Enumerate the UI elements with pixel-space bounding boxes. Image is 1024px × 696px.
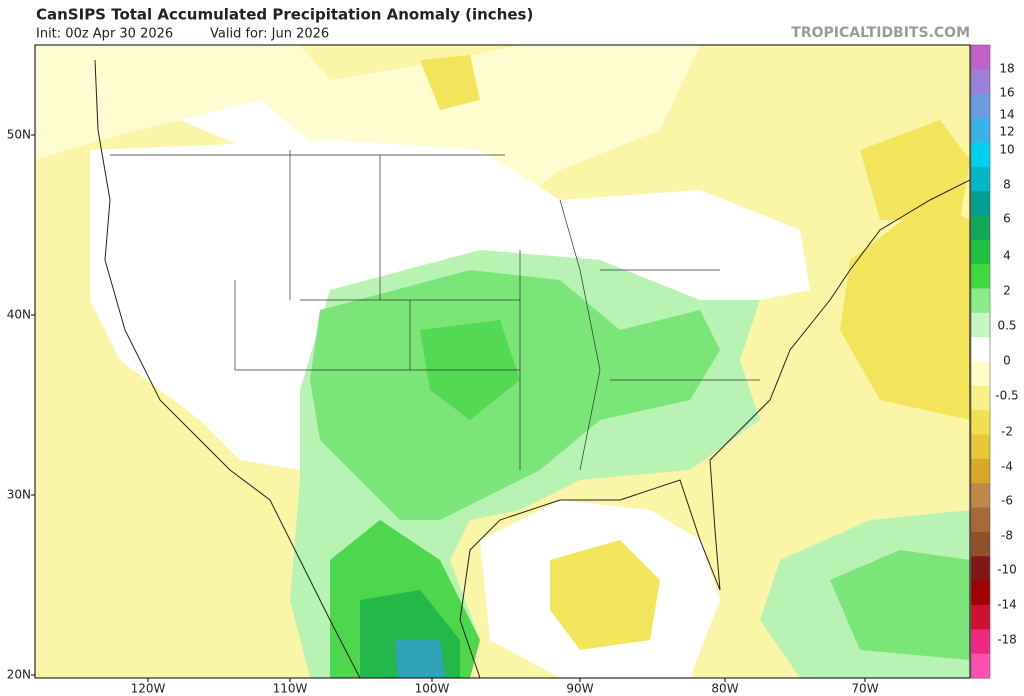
colorbar-label: 0 — [1003, 354, 1011, 368]
colorbar-swatch — [971, 142, 990, 168]
colorbar-swatch — [971, 458, 990, 484]
colorbar-label: -10 — [997, 563, 1017, 577]
colorbar-swatch — [971, 69, 990, 95]
colorbar-label: -0.5 — [995, 389, 1018, 403]
colorbar-label: 2 — [1003, 284, 1011, 298]
colorbar-swatch — [971, 507, 990, 533]
colorbar-label: 4 — [1003, 249, 1011, 263]
colorbar-swatch — [971, 531, 990, 557]
colorbar-label: -6 — [1001, 494, 1013, 508]
colorbar: 18 16 14 12 10 8 6 4 2 0.5 0 -0.5 -2 -4 -6 -8 -10 -14 -18 — [970, 44, 1019, 679]
colorbar-swatch — [971, 215, 990, 241]
map-labels: 50N 40N 30N 20N 120W 110W 100W 90W 80W 70W — [7, 128, 879, 696]
colorbar-label: 6 — [1003, 212, 1011, 226]
map-frame — [34, 44, 971, 679]
longitude-label: 70W — [851, 682, 878, 696]
colorbar-swatch — [971, 580, 990, 606]
title: CanSIPS Total Accumulated Precipitation … — [36, 6, 533, 24]
latitude-label: 30N — [7, 488, 31, 502]
colorbar-swatch — [971, 410, 990, 436]
colorbar-label: -2 — [1001, 425, 1013, 439]
map — [35, 45, 970, 678]
colorbar-label: -18 — [997, 633, 1017, 647]
colorbar-swatch — [971, 166, 990, 192]
longitude-label: 90W — [566, 682, 593, 696]
colorbar-swatch — [971, 556, 990, 582]
latitude-label: 20N — [7, 668, 31, 682]
colorbar-swatch — [971, 434, 990, 460]
colorbar-label: 12 — [999, 125, 1014, 139]
longitude-label: 120W — [131, 682, 166, 696]
colorbar-swatch — [971, 239, 990, 265]
init-time: Init: 00z Apr 30 2026 — [36, 27, 173, 42]
longitude-label: 110W — [273, 682, 308, 696]
credit: TROPICALTIDBITS.COM — [791, 25, 970, 41]
colorbar-swatch — [971, 191, 990, 216]
colorbar-swatch — [971, 264, 990, 289]
colorbar-label: 14 — [999, 108, 1014, 122]
longitude-label: 80W — [711, 682, 738, 696]
colorbar-swatch — [971, 604, 990, 630]
colorbar-label: 10 — [999, 143, 1014, 157]
colorbar-swatch — [971, 118, 990, 143]
valid-time: Valid for: Jun 2026 — [210, 27, 329, 42]
colorbar-frame — [970, 44, 991, 679]
colorbar-swatch — [971, 45, 990, 70]
colorbar-label: -4 — [1001, 460, 1013, 474]
colorbar-swatch — [971, 312, 990, 338]
colorbar-label: -8 — [1001, 529, 1013, 543]
latitude-label: 50N — [7, 128, 31, 142]
colorbar-label: -14 — [997, 598, 1017, 612]
colorbar-label: 8 — [1003, 178, 1011, 192]
colorbar-swatch — [971, 337, 990, 362]
colorbar-swatch — [971, 288, 990, 314]
colorbar-label: 0.5 — [997, 319, 1016, 333]
colorbar-swatch — [971, 93, 990, 119]
latitude-label: 40N — [7, 308, 31, 322]
colorbar-swatch — [971, 483, 990, 509]
colorbar-label: 16 — [999, 86, 1014, 100]
colorbar-swatch — [971, 361, 990, 387]
colorbar-swatch — [971, 653, 990, 679]
colorbar-label: 18 — [999, 62, 1014, 76]
longitude-label: 100W — [415, 682, 450, 696]
colorbar-swatch — [971, 629, 990, 655]
colorbar-swatch — [971, 385, 990, 411]
